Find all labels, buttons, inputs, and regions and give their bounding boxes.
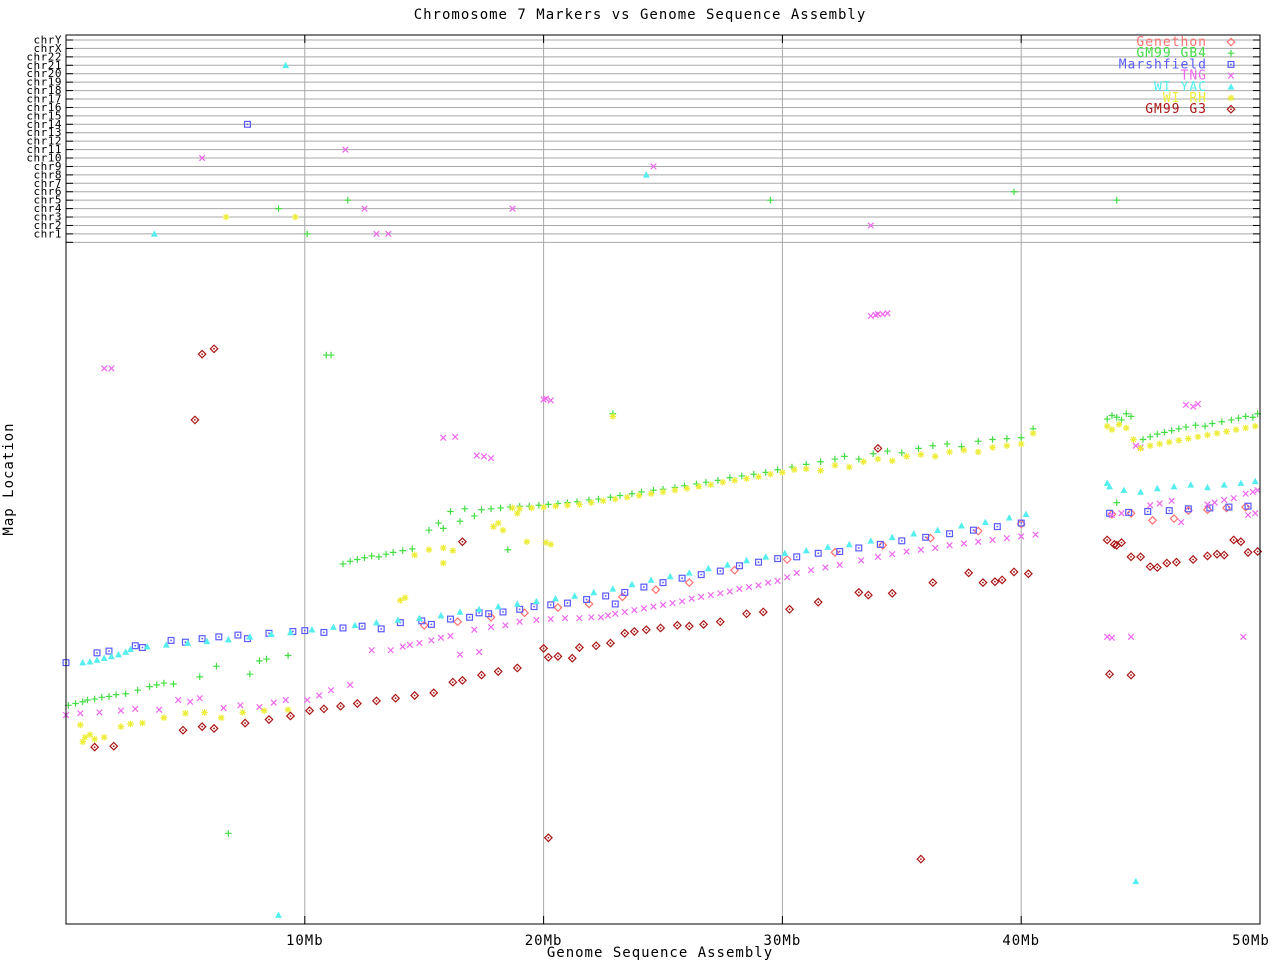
- chromosome-label-chr6: chr6: [34, 185, 63, 198]
- chromosome-label-chr13: chr13: [26, 126, 62, 139]
- legend-item-tng: TNG: [1181, 69, 1235, 84]
- legend-label: TNG: [1181, 69, 1207, 84]
- x-tick-label-40Mb: 40Mb: [1002, 933, 1040, 949]
- series-gm99-gb4: [65, 188, 1261, 837]
- legend-item-gm99-g3: GM99 G3: [1145, 102, 1236, 117]
- series-wi-yac: [79, 61, 1259, 918]
- y-axis-title: Map Location: [1, 422, 17, 535]
- series-wi-rh: [77, 213, 1259, 746]
- legend-label: GM99 G3: [1145, 102, 1207, 117]
- chart-title: Chromosome 7 Markers vs Genome Sequence …: [414, 7, 867, 23]
- chromosome-label-chr17: chr17: [26, 93, 62, 106]
- legend-label: WI YAC: [1154, 80, 1207, 95]
- x-tick-label-20Mb: 20Mb: [525, 933, 563, 949]
- chromosome-label-chr10: chr10: [26, 152, 62, 165]
- legend-item-gm99-gb4: GM99 GB4: [1136, 46, 1235, 61]
- chromosome-label-chr16: chr16: [26, 101, 62, 114]
- x-axis-title: Genome Sequence Assembly: [547, 945, 773, 960]
- chromosome-label-chr15: chr15: [26, 109, 62, 122]
- chromosome-label-chr8: chr8: [34, 168, 63, 181]
- chromosome-label-chrX: chrX: [34, 42, 63, 55]
- chromosome-label-chr14: chr14: [26, 118, 62, 131]
- chromosome-label-chr11: chr11: [26, 143, 62, 156]
- chromosome-label-chr18: chr18: [26, 84, 62, 97]
- chromosome-label-chrY: chrY: [34, 34, 63, 47]
- legend-item-wi-rh: WI RH: [1163, 91, 1235, 106]
- chromosome-label-chr1: chr1: [34, 227, 63, 240]
- series-tng: [62, 146, 1261, 719]
- chromosome-label-chr19: chr19: [26, 76, 62, 89]
- series-gm99-g3: [90, 344, 1263, 864]
- chromosome-label-chr3: chr3: [34, 211, 63, 224]
- x-tick-label-50Mb: 50Mb: [1232, 933, 1270, 949]
- x-tick-label-10Mb: 10Mb: [286, 933, 324, 949]
- chromosome-label-chr7: chr7: [34, 177, 63, 190]
- chromosome-label-chr21: chr21: [26, 59, 62, 72]
- chromosome-label-chr22: chr22: [26, 50, 62, 63]
- y-axis-chromosome-labels: chrYchrXchr22chr21chr20chr19chr18chr17ch…: [26, 34, 63, 241]
- chromosome-label-chr5: chr5: [34, 194, 63, 207]
- chromosome-label-chr9: chr9: [34, 160, 63, 173]
- chromosome-gridlines: [66, 39, 1260, 243]
- legend-item-wi-yac: WI YAC: [1154, 80, 1235, 95]
- legend-label: Marshfield: [1119, 57, 1207, 72]
- plot-border: [65, 34, 1261, 925]
- chromosome-label-chr2: chr2: [34, 219, 63, 232]
- chromosome-label-chr20: chr20: [26, 67, 62, 80]
- legend-item-genethon: Genethon: [1136, 35, 1236, 50]
- legend-label: Genethon: [1136, 35, 1207, 50]
- data-points-layer: [62, 61, 1263, 918]
- chromosome-label-chr4: chr4: [34, 202, 63, 215]
- legend-label: WI RH: [1163, 91, 1207, 106]
- x-tick-label-30Mb: 30Mb: [764, 933, 802, 949]
- chromosome-label-chr12: chr12: [26, 135, 62, 148]
- legend-label: GM99 GB4: [1136, 46, 1207, 61]
- legend-item-marshfield: Marshfield: [1119, 57, 1235, 72]
- x-axis-ticks: 10Mb 20Mb 30Mb 40Mb 50Mb: [286, 35, 1270, 949]
